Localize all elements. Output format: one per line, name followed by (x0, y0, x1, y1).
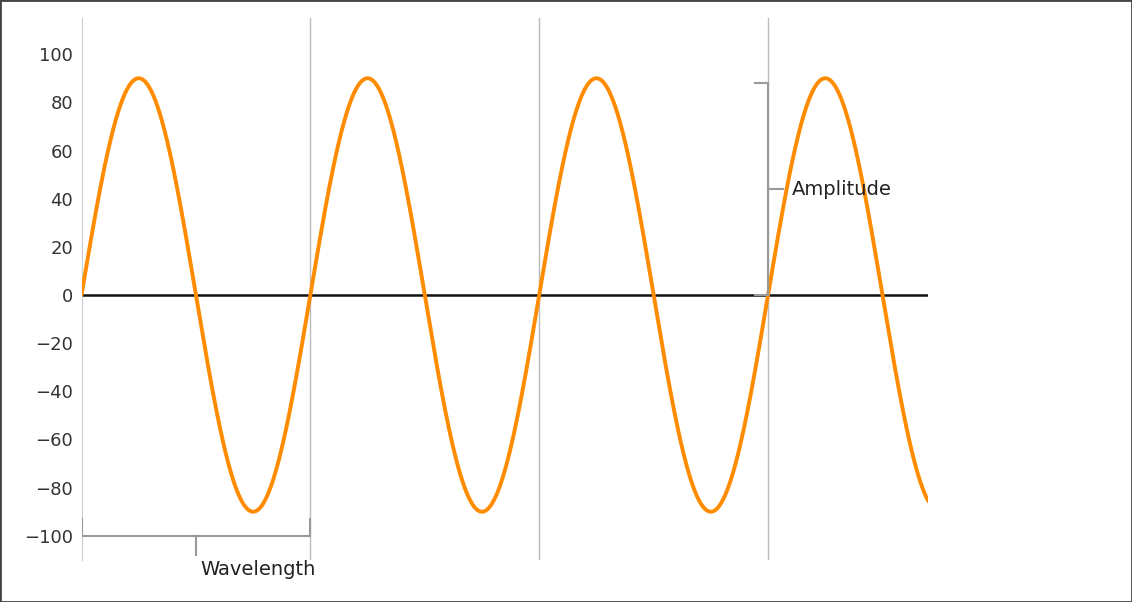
Text: Wavelength: Wavelength (200, 560, 316, 579)
Text: Amplitude: Amplitude (792, 179, 892, 199)
